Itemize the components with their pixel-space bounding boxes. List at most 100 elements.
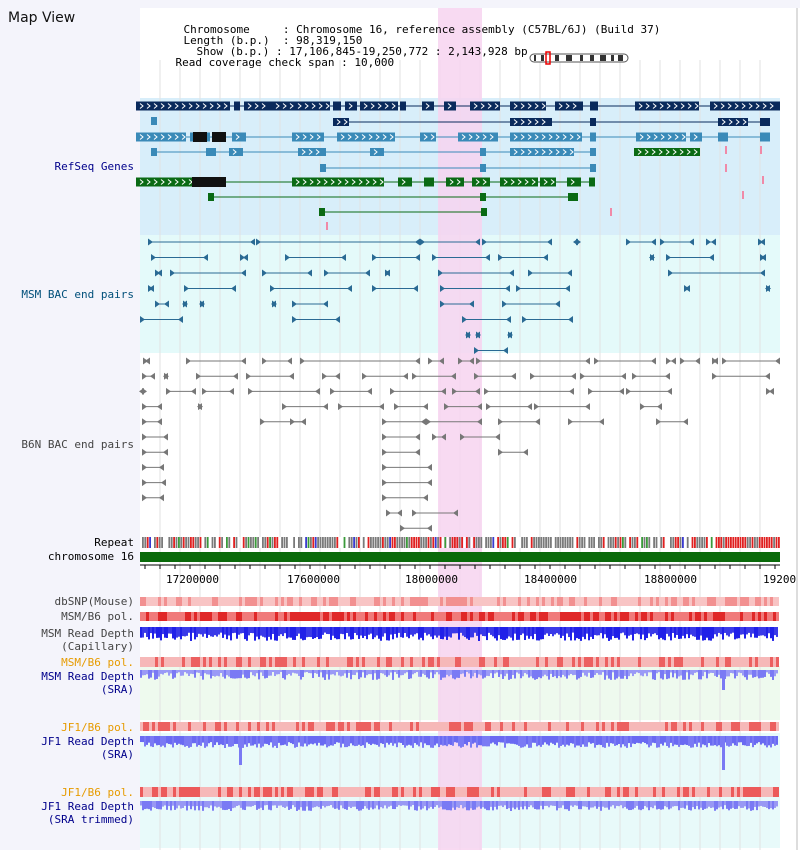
depth-bar [306,736,308,747]
depth-bar [144,801,146,810]
depth-bar [304,670,306,673]
depth-bar [762,801,764,807]
heat-cell [404,597,407,606]
track-label-msm-b6-pol[interactable]: MSM/B6 pol. [61,610,134,623]
strand-arrow [734,103,739,109]
depth-bar [194,801,196,811]
heat-cell [755,722,758,731]
depth-bar [436,736,438,744]
heat-cell [644,787,647,797]
depth-bar [534,670,536,680]
heat-cell [425,787,428,797]
depth-bar [546,627,548,634]
track-label-repeat[interactable]: Repeat [94,536,134,549]
depth-bar [630,801,632,811]
depth-bar [324,627,326,633]
depth-bar [168,736,170,744]
depth-bar [422,627,424,641]
track-label-dbsnp[interactable]: dbSNP(Mouse) [54,595,134,608]
repeat-mark [643,537,646,548]
heat-cell [305,657,308,667]
heat-cell [482,612,485,621]
track-label-msm-depth-sra[interactable]: MSM Read Depth [41,670,134,683]
msm-bac-pair-end [567,269,572,277]
track-label-b6n-bac[interactable]: B6N BAC end pairs [21,438,134,451]
heat-cell [206,657,209,667]
depth-bar [378,670,380,679]
track-label-refseq[interactable]: RefSeq Genes [54,160,134,173]
depth-bar [754,736,756,745]
heat-cell [509,657,512,667]
heat-cell [758,722,761,731]
repeat-mark [682,537,684,548]
depth-bar [226,736,228,744]
axis-tick-label: 18400000 [524,573,577,586]
gene-exon [424,177,434,187]
heat-cell [395,657,398,667]
strand-arrow [748,103,753,109]
depth-bar [228,736,230,747]
depth-bar [430,801,432,807]
depth-bar [558,736,560,748]
depth-bar [450,670,452,675]
depth-bar [370,627,372,634]
depth-bar [544,736,546,743]
heat-cell [725,597,728,606]
gene-exon [718,118,748,126]
msm-bac-pair-end [199,300,204,308]
repeat-mark [468,537,471,548]
depth-bar [772,801,774,810]
heat-cell [743,787,746,797]
depth-bar [190,670,192,674]
heat-cell [557,612,560,621]
heat-cell [143,787,146,797]
gene-exon [206,148,216,156]
heat-cell [692,612,695,621]
b6n-bac-pair-end [511,372,516,380]
strand-arrow [520,134,525,140]
depth-bar [152,670,154,673]
depth-bar [520,670,522,679]
track-label-msm-depth-capillary[interactable]: MSM Read Depth [41,627,134,640]
gene-exon [320,164,326,172]
heat-cell [389,787,392,797]
heat-cell [314,612,317,621]
b6n-bac-pair-end [142,448,147,456]
strand-arrow [447,103,452,109]
depth-bar [682,627,684,636]
strand-arrow [316,179,321,185]
track-label-jf1-b6-pol[interactable]: JF1/B6 pol. [61,721,134,734]
track-label-jf1-b6-pol-2[interactable]: JF1/B6 pol. [61,786,134,799]
track-label-jf1-depth-sra[interactable]: JF1 Read Depth [41,735,134,748]
depth-bar [572,736,574,744]
heat-cell [686,612,689,621]
depth-bar [446,736,448,747]
depth-bar [360,736,362,747]
depth-bar [256,627,258,637]
track-label-msm-b6-pol-2[interactable]: MSM/B6 pol. [61,656,134,669]
depth-bar [720,627,722,635]
heat-cell [449,597,452,606]
ideogram-band [541,55,544,61]
depth-bar [702,670,704,677]
depth-bar [700,736,702,748]
heat-cell [230,787,233,797]
repeat-mark [600,537,603,548]
depth-bar [540,627,542,640]
track-label-msm-bac[interactable]: MSM BAC end pairs [21,288,134,301]
depth-bar [206,670,208,675]
heat-cell [716,787,719,797]
repeat-mark [307,537,310,548]
depth-bar [412,670,414,675]
heat-cell [386,612,389,621]
depth-bar [544,627,546,635]
track-label-jf1-depth-trimmed[interactable]: JF1 Read Depth [41,800,134,813]
msm-bac-pair-end [184,285,189,292]
heat-cell [281,597,284,606]
strand-arrow [209,103,214,109]
depth-bar [560,736,562,746]
heat-cell [167,657,170,667]
heat-cell [677,612,680,621]
msm-bac-pair-end [372,285,377,292]
